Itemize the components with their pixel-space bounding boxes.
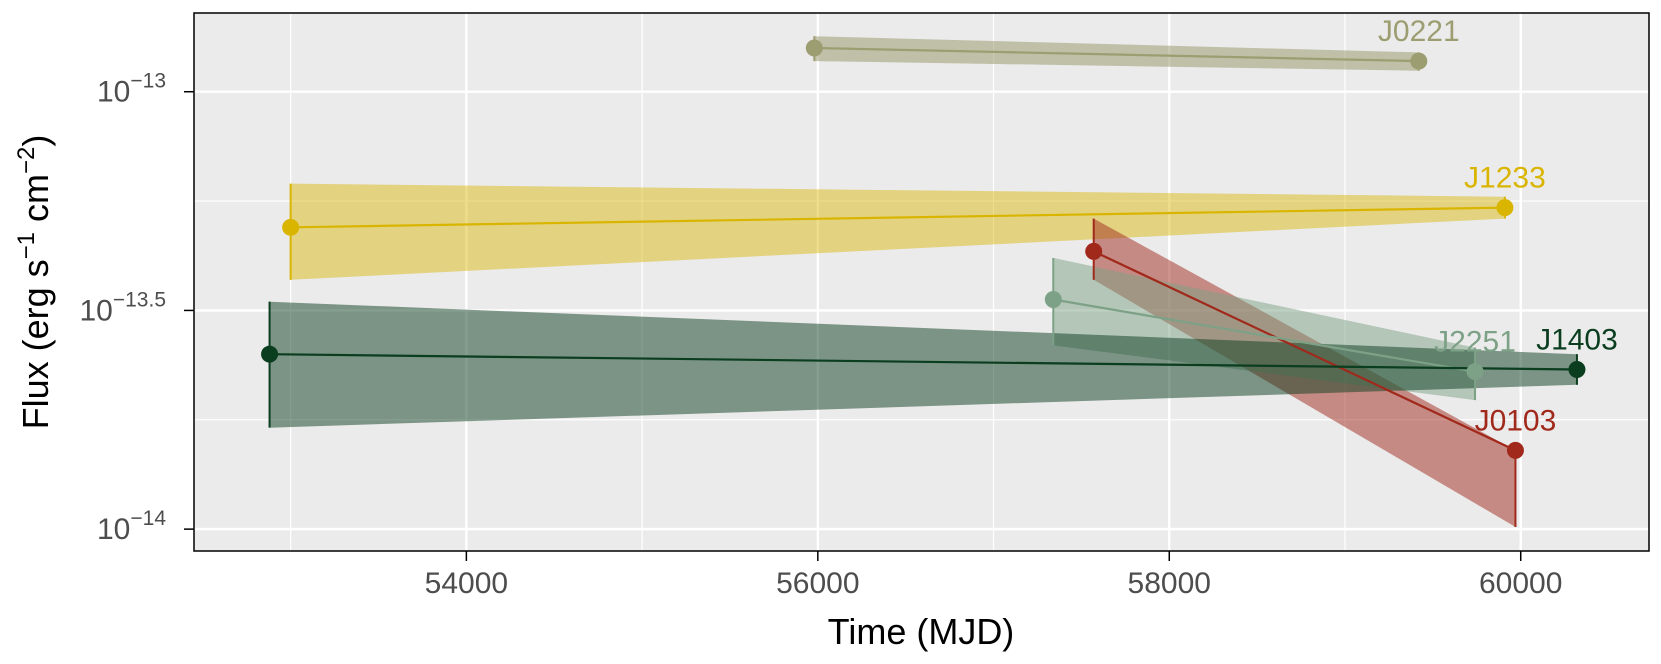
point-j1403: [261, 345, 279, 363]
band-j1233: [290, 183, 1505, 280]
point-j0103: [1506, 441, 1524, 459]
band-j1403: [269, 301, 1578, 428]
point-j0103: [1085, 242, 1103, 260]
label-j1233: J1233: [1464, 162, 1546, 195]
label-j1403: J1403: [1536, 323, 1618, 356]
point-j2251: [1044, 290, 1062, 308]
y-axis-title-exp1: −1: [13, 232, 40, 259]
series-bands: [269, 36, 1578, 527]
x-axis: 54000 56000 58000 60000: [425, 551, 1562, 600]
y-axis-title-middle: cm: [15, 174, 56, 232]
band-j0221: [814, 36, 1419, 71]
y-tick-label: 10−13: [97, 70, 166, 109]
line-j0221: [814, 46, 1419, 63]
point-j0221: [1410, 52, 1428, 70]
series-lines: [269, 46, 1577, 452]
x-tick-label: 60000: [1479, 567, 1562, 600]
y-tick-base: 10: [97, 76, 130, 109]
series-points: [261, 39, 1586, 459]
label-j0103: J0103: [1475, 404, 1557, 437]
y-tick-exponent: −13: [130, 70, 166, 93]
x-axis-title: Time (MJD): [828, 611, 1015, 652]
x-tick-label: 56000: [776, 567, 859, 600]
y-axis-title: Flux (erg s−1 cm−2): [13, 135, 56, 430]
line-j1403: [269, 353, 1577, 371]
series-labels: J0221 J1233 J0103 J2251 J1403: [1378, 15, 1618, 437]
line-j2251: [1053, 298, 1476, 373]
point-j1233: [1496, 199, 1514, 217]
point-j0221: [805, 39, 823, 57]
label-j0221: J0221: [1378, 15, 1460, 48]
plot-border: [193, 12, 1650, 552]
line-j1233: [290, 206, 1505, 229]
y-tick-exponent: −13.5: [113, 288, 166, 311]
y-tick-base: 10: [97, 513, 130, 546]
x-tick-label: 54000: [425, 567, 508, 600]
y-tick-base: 10: [79, 294, 112, 327]
label-j2251: J2251: [1434, 326, 1516, 359]
line-j0103: [1093, 250, 1516, 452]
y-axis-title-exp2: −2: [13, 147, 40, 174]
point-j1403: [1568, 360, 1586, 378]
grid-major: [194, 13, 1649, 551]
y-axis-title-suffix: ): [15, 135, 56, 147]
point-j1233: [282, 218, 300, 236]
y-tick-label: 10−14: [97, 507, 166, 546]
y-tick-exponent: −14: [130, 507, 166, 530]
y-tick-label: 10−13.5: [79, 288, 166, 327]
point-j2251: [1466, 363, 1484, 381]
x-tick-label: 58000: [1128, 567, 1211, 600]
y-axis-title-prefix: Flux (erg s: [15, 259, 56, 429]
